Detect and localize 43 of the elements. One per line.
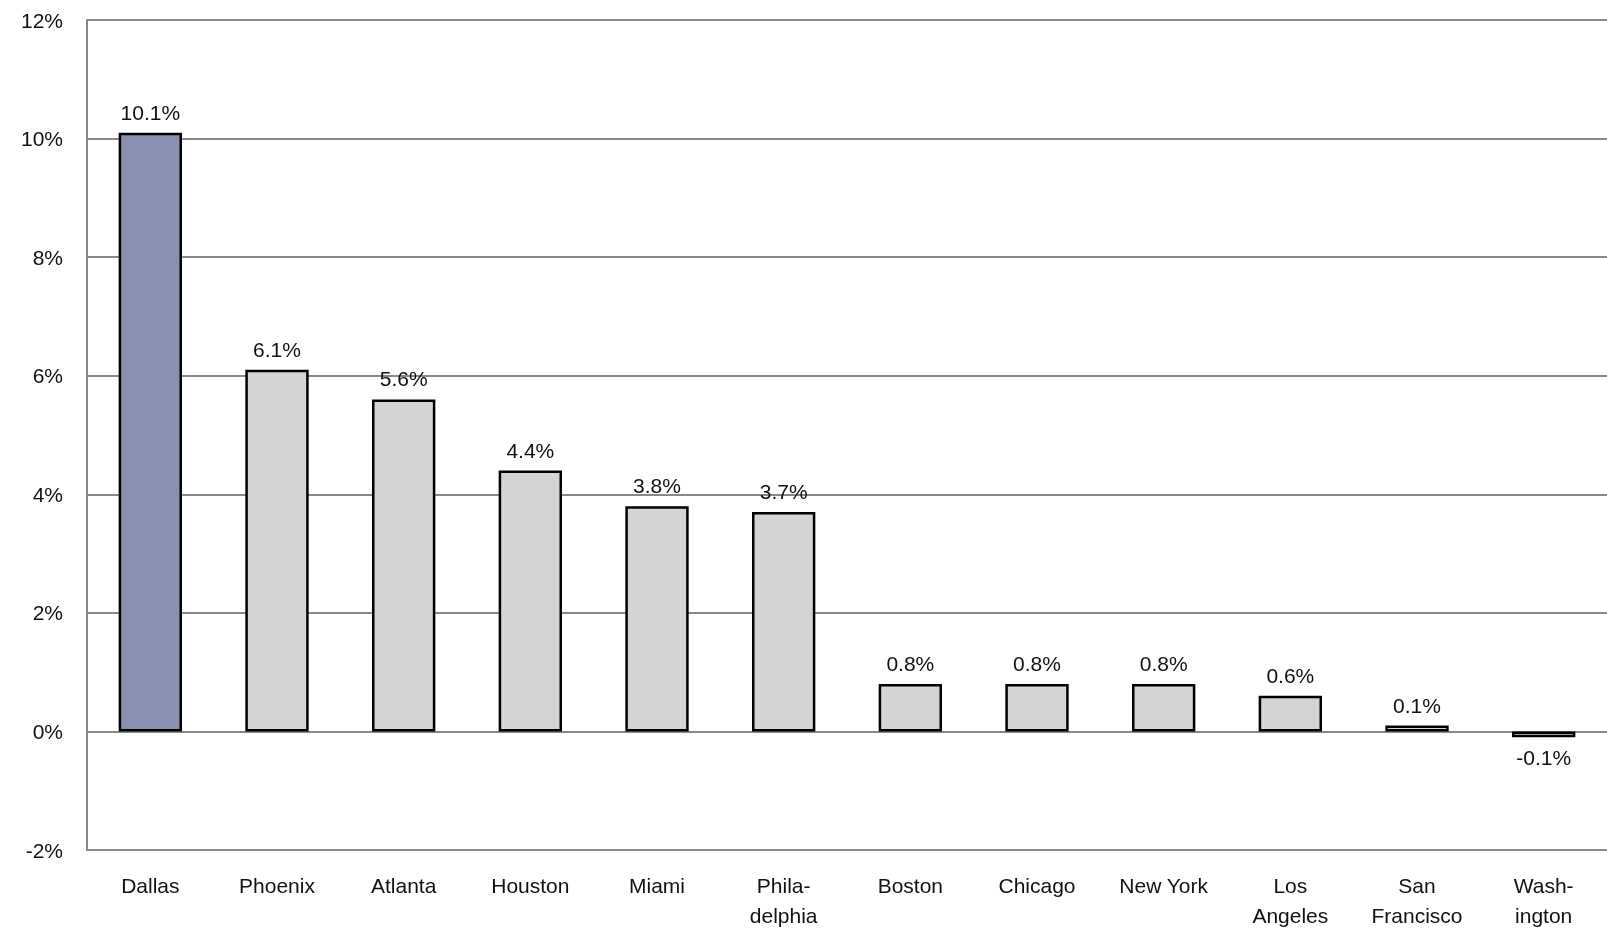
data-label: 3.7% [759,480,808,504]
x-tick-label: Phoenix [239,873,316,897]
x-tick-label: Phila- delphia [749,873,818,927]
bar [1258,695,1322,732]
data-label: 0.8% [1013,652,1061,675]
bar [1512,731,1576,738]
y-tick-label: 4% [32,482,63,506]
bar [625,506,689,732]
bar [498,470,562,732]
data-label: 0.1% [1393,693,1441,717]
data-label: 0.6% [1266,663,1315,687]
data-label: 5.6% [379,367,428,391]
y-tick-label: 10% [20,127,63,151]
bar [372,399,436,732]
x-tick-label: Los Angeles [1252,873,1329,927]
data-label: 0.8% [886,652,935,675]
x-tick-label: Boston [877,873,944,897]
bar [752,512,816,732]
x-tick-label: Chicago [998,873,1076,897]
data-label: 3.8% [633,474,681,498]
x-tick-label: Wash- ington [1513,873,1574,927]
data-label: -0.1% [1516,746,1572,770]
bar [1132,684,1196,732]
y-tick-label: -2% [25,838,63,862]
data-label: 6.1% [253,337,301,361]
y-tick-label: 8% [32,245,63,269]
data-label: 4.4% [506,438,555,462]
y-tick-label: 12% [20,8,63,32]
data-label: 10.1% [120,100,181,124]
bar [118,132,182,732]
bar [1005,684,1069,732]
x-tick-label: Houston [491,873,570,897]
x-tick-label: Atlanta [370,873,437,897]
y-tick-label: 0% [32,719,63,743]
x-tick-label: San Francisco [1371,873,1463,927]
y-tick-label: 6% [32,364,63,388]
x-tick-label: Miami [629,873,685,897]
x-tick-label: Dallas [121,873,180,897]
bar [245,369,309,732]
x-tick-label: New York [1119,873,1209,897]
y-tick-label: 2% [32,601,63,625]
data-label: 0.8% [1139,652,1188,675]
bar [878,684,942,732]
